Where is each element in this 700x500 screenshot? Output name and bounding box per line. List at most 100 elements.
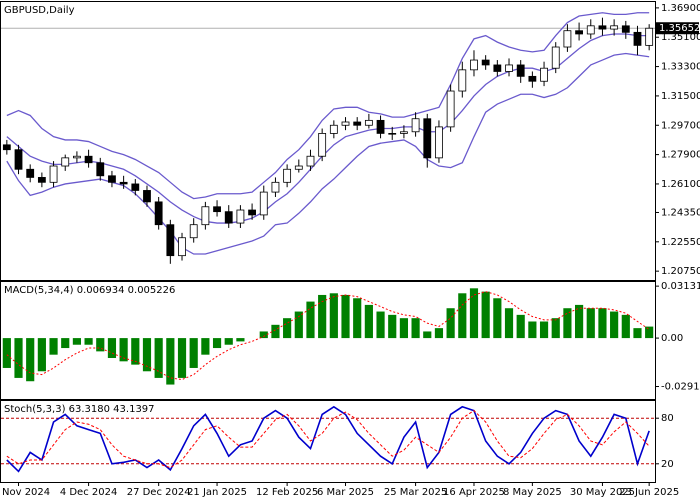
macd-bar <box>61 338 70 349</box>
macd-bar <box>329 293 338 339</box>
candle-body <box>505 64 513 72</box>
macd-bar <box>376 311 385 339</box>
last-price-label: 1.35652 <box>659 23 700 34</box>
y-tick-label: 1.31500 <box>661 91 700 102</box>
y-tick-label: 80 <box>661 413 674 424</box>
macd-bar <box>236 338 245 342</box>
macd-bar <box>96 338 105 352</box>
macd-bar <box>212 338 222 349</box>
macd-bar <box>306 301 315 339</box>
candle-body <box>61 157 70 167</box>
candle-body <box>236 209 245 224</box>
macd-bar <box>177 338 187 378</box>
x-tick-label: 23 Jun 2025 <box>619 487 679 498</box>
macd-bar <box>610 311 619 339</box>
macd-bar <box>598 308 607 339</box>
macd-bar <box>14 338 23 378</box>
candle-body <box>166 224 175 257</box>
candle-body <box>271 181 280 193</box>
macd-bar <box>353 298 362 339</box>
candle-body <box>388 133 397 135</box>
macd-bar <box>318 294 327 339</box>
macd-bar <box>469 288 479 339</box>
macd-bar <box>26 338 35 382</box>
macd-bar <box>645 326 654 339</box>
macd-bar <box>283 318 292 339</box>
candle-body <box>353 121 362 126</box>
last-price-box <box>656 22 699 35</box>
macd-bar <box>575 304 584 339</box>
x-tick-label: 27 Dec 2024 <box>127 487 191 498</box>
macd-bar <box>271 324 280 339</box>
x-tick-label: 8 May 2025 <box>503 487 562 498</box>
macd-bar <box>154 338 163 378</box>
candle-body <box>294 165 303 170</box>
macd-bar <box>388 314 397 339</box>
macd-bar <box>189 338 198 368</box>
macd-bar <box>166 338 175 385</box>
pane-frame <box>0 400 656 483</box>
pane-frame <box>0 1 656 281</box>
macd-bar <box>259 331 268 339</box>
macd-bar <box>294 311 303 339</box>
candle-body <box>598 25 607 30</box>
band-lower <box>6 52 650 255</box>
candle-body <box>493 64 502 72</box>
candle-body <box>364 119 373 126</box>
macd-bar <box>119 338 128 362</box>
candle-body <box>108 175 116 183</box>
pane-title: Stoch(5,3,3) 63.3180 43.1397 <box>4 404 155 415</box>
macd-bar <box>516 314 525 339</box>
candle-body <box>84 155 93 164</box>
candle-body <box>131 183 140 191</box>
macd-bar <box>446 308 455 339</box>
x-tick-label: 16 Apr 2025 <box>443 487 505 498</box>
candle-body <box>2 144 11 151</box>
macd-bar <box>633 328 642 339</box>
candle-body <box>73 155 81 159</box>
candle-body <box>633 31 642 46</box>
candle-body <box>283 168 292 183</box>
macd-bar <box>539 321 549 339</box>
candle-body <box>528 75 537 82</box>
x-tick-label: 12 Feb 2025 <box>256 487 318 498</box>
candle-body <box>26 168 35 178</box>
candle-body <box>540 67 548 82</box>
macd-bar <box>37 338 46 372</box>
candle-body <box>516 64 525 77</box>
macd-bar <box>49 338 58 355</box>
macd-bar <box>504 308 514 339</box>
y-tick-label: 1.20750 <box>661 266 700 277</box>
y-tick-label: 20 <box>661 459 674 470</box>
macd-bar <box>423 331 432 339</box>
y-tick-label: 1.36900 <box>661 3 700 14</box>
macd-bar <box>107 338 117 359</box>
macd-bar <box>142 338 152 372</box>
candle-body <box>224 211 233 224</box>
candle-body <box>143 190 151 203</box>
x-tick-label: Nov 2024 <box>2 487 50 498</box>
pane-title: MACD(5,34,4) 0.006934 0.005226 <box>4 285 175 296</box>
candle-body <box>481 59 490 66</box>
band-upper <box>6 12 650 200</box>
candle-body <box>446 90 455 128</box>
candle-body <box>470 59 478 71</box>
candle-body <box>610 25 619 30</box>
candle-body <box>458 69 467 92</box>
x-tick-label: 6 Mar 2025 <box>317 487 374 498</box>
candle-body <box>37 177 46 183</box>
y-tick-label: -0.029183 <box>661 382 700 393</box>
macd-bar <box>563 308 572 339</box>
macd-bar <box>224 338 233 345</box>
y-tick-label: 1.29700 <box>661 120 700 131</box>
candle-body <box>178 237 186 257</box>
candle-body <box>318 133 327 157</box>
y-tick-label: 0.03131 <box>661 281 700 292</box>
y-tick-label: 1.22550 <box>661 237 700 248</box>
candle-body <box>248 209 256 216</box>
macd-bar <box>621 314 630 339</box>
candle-body <box>411 118 420 133</box>
candle-body <box>586 25 595 35</box>
